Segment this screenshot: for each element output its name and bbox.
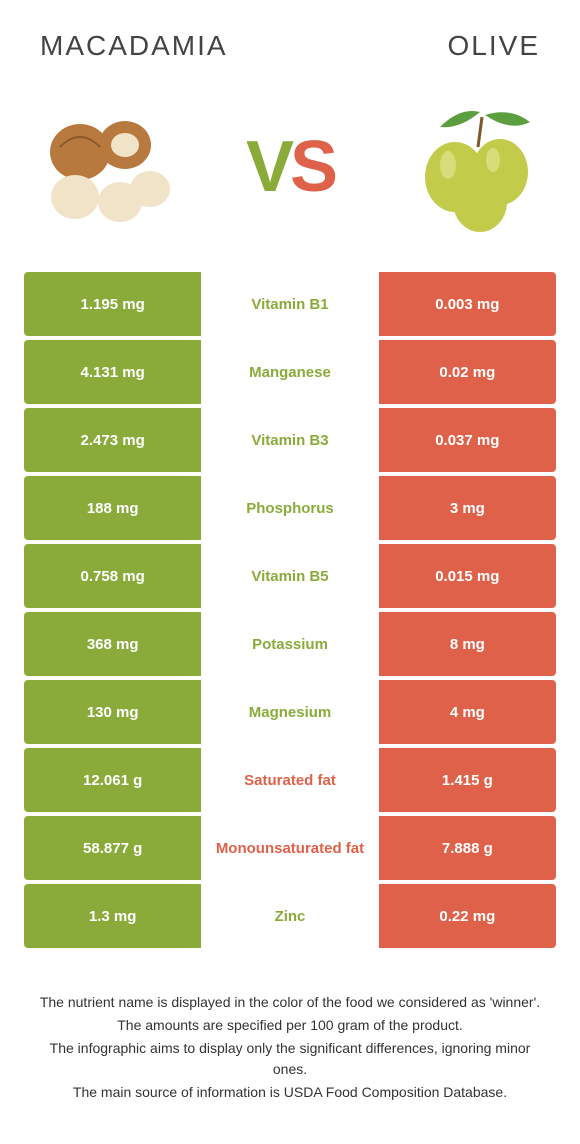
nutrient-label: Manganese [201,340,378,404]
table-row: 1.3 mgZinc0.22 mg [24,884,556,948]
left-food-title: MACADAMIA [40,30,228,62]
left-value: 12.061 g [24,748,201,812]
table-row: 2.473 mgVitamin B30.037 mg [24,408,556,472]
table-row: 0.758 mgVitamin B50.015 mg [24,544,556,608]
right-value: 3 mg [379,476,556,540]
right-value: 8 mg [379,612,556,676]
right-food-title: OLIVE [448,30,540,62]
nutrient-label: Vitamin B1 [201,272,378,336]
left-value: 58.877 g [24,816,201,880]
table-row: 4.131 mgManganese0.02 mg [24,340,556,404]
table-row: 12.061 gSaturated fat1.415 g [24,748,556,812]
nutrient-label: Saturated fat [201,748,378,812]
footnote-line: The amounts are specified per 100 gram o… [36,1015,544,1036]
nutrient-label: Zinc [201,884,378,948]
footnote-line: The infographic aims to display only the… [36,1038,544,1080]
right-value: 0.003 mg [379,272,556,336]
table-row: 188 mgPhosphorus3 mg [24,476,556,540]
right-value: 7.888 g [379,816,556,880]
footnote-line: The main source of information is USDA F… [36,1082,544,1103]
left-value: 368 mg [24,612,201,676]
left-value: 2.473 mg [24,408,201,472]
macadamia-image [30,97,190,237]
hero-row: VS [0,72,580,272]
vs-label: VS [246,126,334,208]
table-row: 1.195 mgVitamin B10.003 mg [24,272,556,336]
olive-image [390,97,550,237]
nutrient-label: Vitamin B3 [201,408,378,472]
nutrient-label: Vitamin B5 [201,544,378,608]
header: MACADAMIA OLIVE [0,0,580,72]
left-value: 188 mg [24,476,201,540]
table-row: 130 mgMagnesium4 mg [24,680,556,744]
right-value: 0.02 mg [379,340,556,404]
table-row: 58.877 gMonounsaturated fat7.888 g [24,816,556,880]
nutrient-table: 1.195 mgVitamin B10.003 mg4.131 mgMangan… [0,272,580,948]
nutrient-label: Potassium [201,612,378,676]
left-value: 1.195 mg [24,272,201,336]
right-value: 4 mg [379,680,556,744]
right-value: 1.415 g [379,748,556,812]
footnotes: The nutrient name is displayed in the co… [0,952,580,1125]
nutrient-label: Magnesium [201,680,378,744]
footnote-line: The nutrient name is displayed in the co… [36,992,544,1013]
nutrient-label: Phosphorus [201,476,378,540]
vs-s: S [290,127,334,207]
right-value: 0.037 mg [379,408,556,472]
left-value: 1.3 mg [24,884,201,948]
left-value: 0.758 mg [24,544,201,608]
left-value: 4.131 mg [24,340,201,404]
nutrient-label: Monounsaturated fat [201,816,378,880]
right-value: 0.015 mg [379,544,556,608]
vs-v: V [246,127,290,207]
right-value: 0.22 mg [379,884,556,948]
table-row: 368 mgPotassium8 mg [24,612,556,676]
left-value: 130 mg [24,680,201,744]
